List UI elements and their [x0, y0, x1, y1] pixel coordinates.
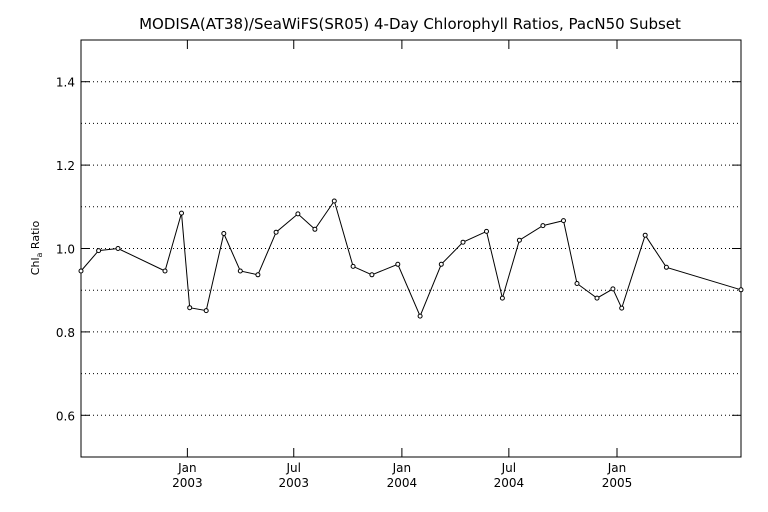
data-point	[331, 198, 337, 204]
x-tick-label-month: Jan	[392, 461, 412, 475]
data-point	[610, 286, 616, 292]
data-point	[350, 263, 356, 269]
data-point	[221, 231, 227, 236]
gridlines	[81, 81, 741, 416]
data-point	[561, 218, 566, 224]
data-point	[179, 210, 184, 216]
plot-frame	[80, 39, 742, 458]
data-point	[738, 287, 744, 293]
data-point	[438, 261, 444, 267]
data-point	[187, 305, 193, 311]
y-tick-label: 1.2	[56, 159, 75, 173]
data-point	[203, 308, 209, 314]
series-line	[80, 199, 742, 318]
data-point	[594, 295, 600, 301]
data-point	[540, 223, 546, 229]
data-point	[460, 239, 466, 245]
data-point	[395, 261, 401, 267]
x-tick-label-year: 2004	[387, 476, 418, 490]
data-point	[237, 268, 243, 274]
x-tick-label-month: Jul	[286, 461, 301, 475]
y-tick-label: 1.0	[56, 243, 75, 257]
data-point	[273, 229, 279, 235]
data-point	[642, 232, 648, 238]
x-tick-label-year: 2004	[494, 476, 525, 490]
data-point	[78, 268, 84, 274]
y-axis-label-subscript: a	[35, 252, 44, 257]
y-axis: 0.6 0.8 1.0 1.2 1.4	[56, 76, 741, 423]
data-point	[295, 211, 301, 217]
y-tick-label: 0.8	[56, 326, 75, 340]
x-tick-label-month: Jan	[607, 461, 627, 475]
y-axis-label-base: Chl	[29, 257, 42, 275]
data-point	[312, 226, 318, 232]
data-point	[516, 237, 522, 243]
x-tick-label-year: 2003	[172, 476, 203, 490]
data-point	[255, 272, 261, 278]
data-point	[369, 272, 375, 278]
y-axis-label: Chla Ratio	[29, 221, 44, 276]
y-tick-label: 1.4	[56, 76, 75, 90]
series	[78, 198, 744, 319]
data-point	[484, 228, 489, 234]
x-tick-label-month: Jul	[501, 461, 516, 475]
y-axis-label-rest: Ratio	[29, 221, 42, 253]
data-point	[162, 268, 168, 274]
data-point	[417, 313, 423, 319]
data-point	[115, 246, 121, 251]
data-point	[96, 248, 102, 254]
x-tick-label-year: 2003	[278, 476, 309, 490]
chart-title: MODISA(AT38)/SeaWiFS(SR05) 4-Day Chlorop…	[139, 15, 681, 33]
data-point	[619, 305, 625, 311]
x-tick-label-year: 2005	[602, 476, 633, 490]
data-point	[574, 281, 580, 286]
x-tick-label-month: Jan	[177, 461, 197, 475]
data-point	[499, 295, 505, 301]
data-point	[663, 264, 669, 270]
y-tick-label: 0.6	[56, 409, 75, 423]
